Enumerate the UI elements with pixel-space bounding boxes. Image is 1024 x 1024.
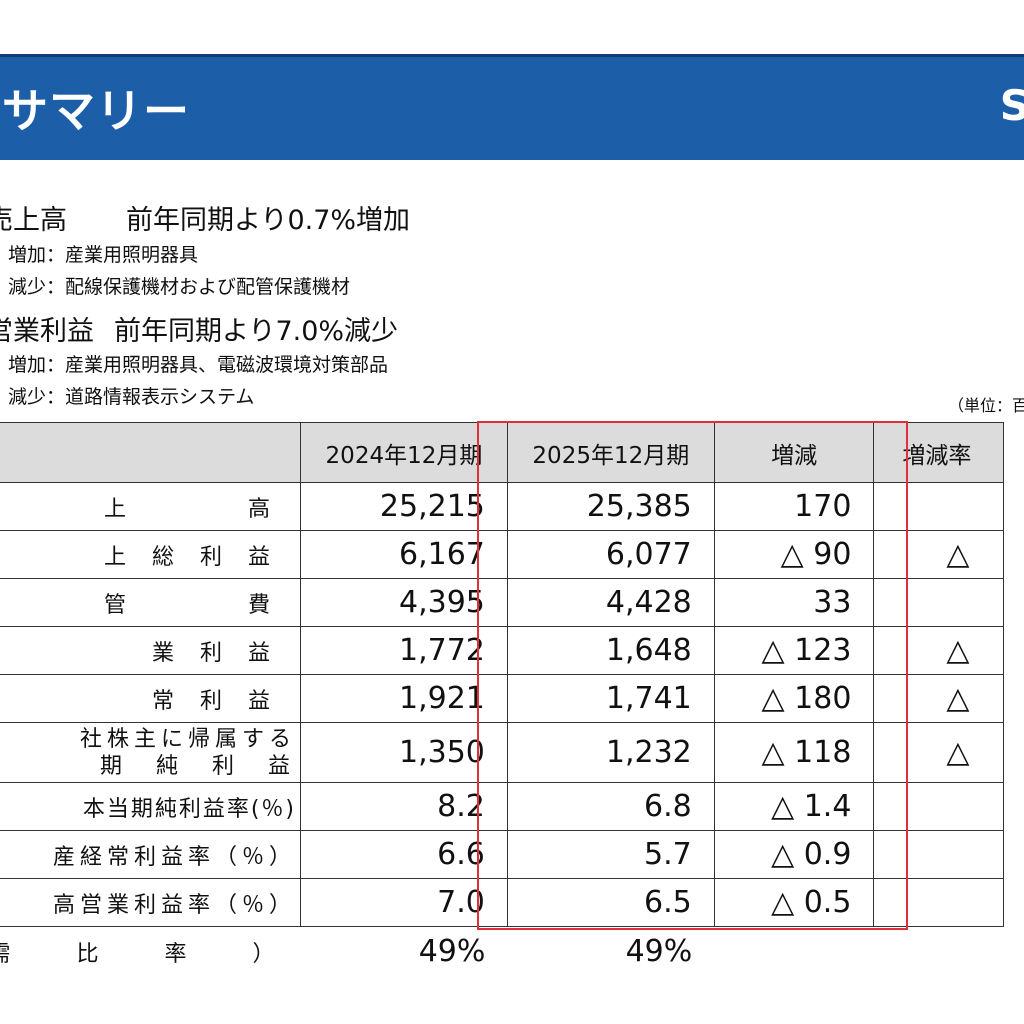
operating-income-summary: 前年同期より7.0%減少	[114, 316, 399, 347]
table-row: 常利益 1,921 1,741 △ 180 △	[0, 674, 1004, 723]
table-row: 社株主に帰属する 期 純 利 益 1,350 1,232 △ 118 △	[0, 722, 1004, 783]
cell-fy2025: 4,428	[506, 578, 715, 627]
row-item-line1: 社株主に帰属する	[80, 726, 297, 752]
unit-note: （単位：百	[947, 396, 1024, 415]
cell-fy2024: 7.0	[300, 878, 508, 927]
header-change-rate: 増減率	[873, 422, 1004, 483]
cell-fy2024: 8.2	[300, 782, 508, 831]
table-row: 本当期純利益率(％) 8.2 6.8 △ 1.4	[0, 782, 1004, 831]
row-item: 本当期純利益率(％)	[0, 782, 302, 831]
cell-change: △ 90	[713, 530, 875, 579]
cell-fy2025: 6,077	[506, 530, 715, 579]
cell-rate	[873, 830, 1004, 879]
header-fy2025: 2025年12月期	[506, 422, 715, 483]
financial-summary-table: 2024年12月期 2025年12月期 増減 増減率 上 高 25,215 25…	[0, 422, 1004, 977]
cell-fy2025: 1,648	[506, 626, 715, 675]
table-row: 業利益 1,772 1,648 △ 123 △	[0, 626, 1004, 675]
row-item: 産経常利益率（％）	[0, 830, 302, 879]
row-item: 常利益	[152, 688, 297, 714]
cell-change: 170	[713, 482, 875, 531]
footer-item: 需 比 率 ）	[0, 941, 297, 967]
cell-fy2025: 6.5	[506, 878, 715, 927]
cell-rate: △	[873, 530, 1004, 579]
table-row: 高営業利益率（％） 7.0 6.5 △ 0.5	[0, 878, 1004, 927]
sales-summary: 前年同期より0.7%増加	[126, 205, 411, 236]
sales-headline: 売上高 前年同期より0.7%増加	[0, 198, 410, 237]
cell-change: △ 123	[713, 626, 875, 675]
cell-fy2025: 1,232	[506, 722, 715, 783]
footer-empty-change	[714, 927, 874, 977]
row-item: 上総利益	[104, 544, 297, 570]
cell-fy2024: 6.6	[300, 830, 508, 879]
table-row: 産経常利益率（％） 6.6 5.7 △ 0.9	[0, 830, 1004, 879]
cell-rate	[873, 578, 1004, 627]
banner-code-fragment: S	[999, 81, 1024, 130]
footer-fy2025: 49%	[625, 934, 693, 970]
cell-fy2024: 25,215	[300, 482, 508, 531]
operating-income-label: 営業利益	[0, 316, 94, 347]
cell-change: △ 1.4	[713, 782, 875, 831]
header-change: 増減	[713, 422, 875, 483]
cell-change: △ 118	[713, 722, 875, 783]
table-row: 上 高 25,215 25,385 170	[0, 482, 1004, 531]
cell-fy2024: 1,921	[300, 674, 508, 723]
cell-rate: △	[873, 674, 1004, 723]
sales-label: 売上高	[0, 205, 67, 236]
header-blank-cell	[0, 422, 302, 483]
sales-increase: 増加：産業用照明器具	[8, 244, 199, 266]
table-header-row: 2024年12月期 2025年12月期 増減 増減率	[0, 422, 1004, 483]
cell-fy2025: 5.7	[506, 830, 715, 879]
cell-fy2024: 6,167	[300, 530, 508, 579]
cell-fy2025: 25,385	[506, 482, 715, 531]
cell-change: 33	[713, 578, 875, 627]
cell-rate	[873, 782, 1004, 831]
footer-fy2024: 49%	[418, 934, 486, 970]
cell-change: △ 0.5	[713, 878, 875, 927]
page-title: サマリー	[2, 84, 190, 138]
cell-change: △ 180	[713, 674, 875, 723]
table-footer-row: 需 比 率 ） 49% 49%	[0, 927, 1004, 977]
cell-rate	[873, 482, 1004, 531]
table-row: 上総利益 6,167 6,077 △ 90 △	[0, 530, 1004, 579]
cell-fy2025: 6.8	[506, 782, 715, 831]
title-banner: サマリー S	[0, 54, 1024, 160]
operating-income-increase: 増加：産業用照明器具、電磁波環境対策部品	[8, 354, 389, 376]
table-row: 管 費 4,395 4,428 33	[0, 578, 1004, 627]
sales-decrease: 減少：配線保護機材および配管保護機材	[8, 276, 351, 298]
row-item: 上 高	[104, 496, 297, 522]
row-item: 高営業利益率（％）	[0, 878, 302, 927]
row-item: 管 費	[104, 592, 297, 618]
row-item: 業利益	[152, 640, 297, 666]
cell-fy2024: 4,395	[300, 578, 508, 627]
cell-fy2024: 1,772	[300, 626, 508, 675]
operating-income-headline: 営業利益前年同期より7.0%減少	[0, 309, 398, 348]
operating-income-decrease: 減少：道路情報表示システム	[8, 386, 255, 408]
cell-fy2024: 1,350	[300, 722, 508, 783]
footer-empty-rate	[874, 927, 1004, 977]
cell-rate: △	[873, 626, 1004, 675]
cell-rate: △	[873, 722, 1004, 783]
cell-rate	[873, 878, 1004, 927]
cell-fy2025: 1,741	[506, 674, 715, 723]
row-item-line2: 期 純 利 益	[100, 753, 297, 779]
header-fy2024: 2024年12月期	[300, 422, 508, 483]
cell-change: △ 0.9	[713, 830, 875, 879]
